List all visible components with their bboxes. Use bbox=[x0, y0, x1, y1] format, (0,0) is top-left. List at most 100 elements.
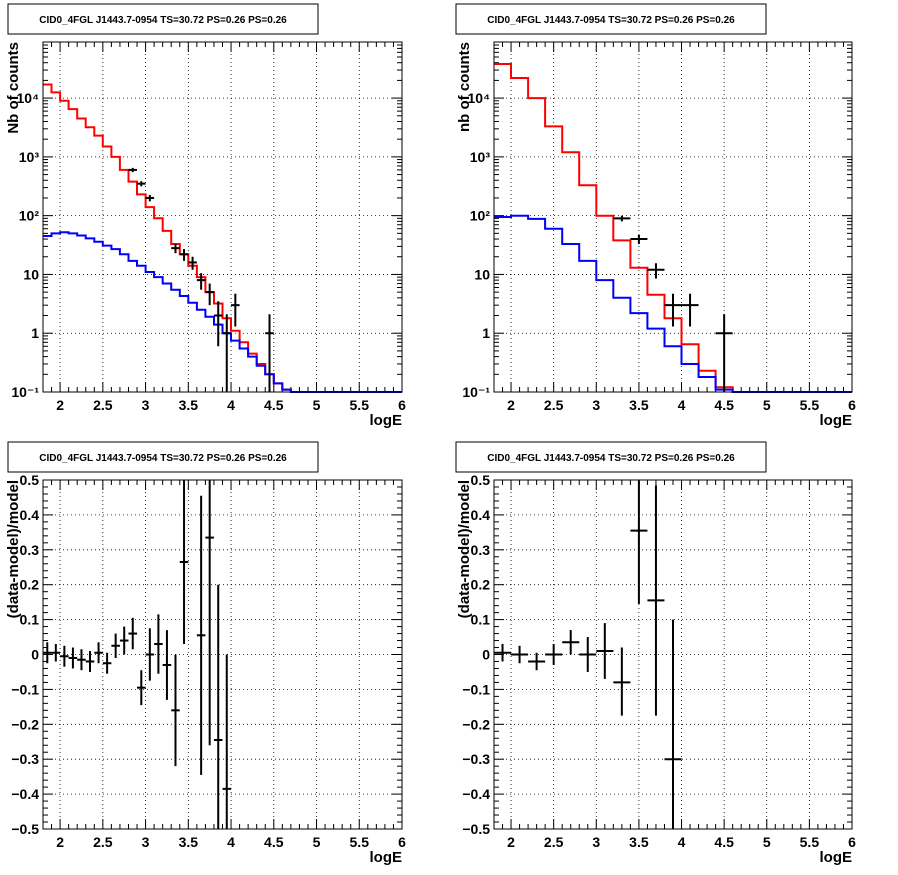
x-axis-label: logE bbox=[820, 849, 853, 866]
data-point bbox=[231, 293, 240, 327]
y-tick-label: 10⁻¹ bbox=[11, 384, 39, 400]
chart-title: CID0_4FGL J1443.7-0954 TS=30.72 PS=0.26 … bbox=[39, 15, 287, 26]
x-tick-label: 5 bbox=[763, 397, 771, 413]
x-tick-label: 4 bbox=[227, 397, 235, 413]
data-point bbox=[43, 642, 52, 664]
x-tick-label: 5.5 bbox=[800, 834, 820, 850]
series-total-model-red bbox=[43, 83, 402, 393]
y-tick-label: −0.1 bbox=[462, 681, 490, 697]
title-box: CID0_4FGL J1443.7-0954 TS=30.72 PS=0.26 … bbox=[7, 3, 319, 35]
data-point bbox=[94, 642, 103, 664]
grid bbox=[43, 42, 402, 392]
x-tick-label: 6 bbox=[398, 397, 406, 413]
y-tick-label: 0.4 bbox=[20, 507, 40, 523]
y-tick-label: 10 bbox=[474, 266, 490, 282]
data-point bbox=[222, 314, 232, 392]
data-point bbox=[647, 485, 665, 716]
panel-4: CID0_4FGL J1443.7-0954 TS=30.72 PS=0.26 … bbox=[455, 441, 856, 866]
x-tick-label: 4.5 bbox=[714, 397, 734, 413]
data-point bbox=[562, 630, 580, 655]
data-point bbox=[664, 293, 682, 327]
data-point bbox=[715, 314, 733, 392]
x-tick-label: 3 bbox=[592, 834, 600, 850]
x-tick-label: 3 bbox=[142, 397, 150, 413]
data-point bbox=[145, 194, 155, 202]
y-tick-label: 0 bbox=[31, 647, 39, 663]
data-point bbox=[528, 652, 546, 671]
tick-labels: 2 2.5 3 3.5 4 4.5 5 5.5 6 10⁻¹ 1 10 10² 10³ 10⁴ bbox=[462, 90, 856, 413]
data-point bbox=[154, 614, 163, 674]
data-point bbox=[205, 283, 214, 306]
data-point bbox=[111, 633, 120, 658]
y-tick-label: 10² bbox=[19, 208, 40, 224]
y-tick-label: 0 bbox=[482, 647, 490, 663]
data-point bbox=[647, 263, 665, 279]
grid bbox=[43, 480, 402, 829]
data-point bbox=[196, 273, 206, 290]
x-tick-label: 5.5 bbox=[350, 834, 370, 850]
x-tick-label: 6 bbox=[848, 397, 856, 413]
y-tick-label: 0.1 bbox=[471, 612, 491, 628]
data-point bbox=[265, 314, 274, 392]
x-tick-label: 5.5 bbox=[800, 397, 820, 413]
data-points bbox=[494, 480, 682, 829]
data-point bbox=[179, 249, 189, 261]
data-point bbox=[145, 628, 155, 681]
y-tick-label: 10⁻¹ bbox=[462, 384, 490, 400]
data-point bbox=[119, 626, 129, 655]
title-box: CID0_4FGL J1443.7-0954 TS=30.72 PS=0.26 … bbox=[455, 3, 767, 35]
x-axis-label: logE bbox=[370, 412, 403, 429]
data-point bbox=[664, 619, 682, 829]
y-tick-label: −0.5 bbox=[11, 821, 39, 837]
data-point bbox=[85, 651, 95, 672]
x-tick-label: 4 bbox=[678, 834, 686, 850]
x-tick-label: 3.5 bbox=[629, 397, 649, 413]
data-point bbox=[630, 234, 648, 244]
ticks bbox=[42, 41, 403, 393]
plot-frame bbox=[493, 479, 853, 830]
x-tick-label: 6 bbox=[398, 834, 406, 850]
y-tick-label: 10⁴ bbox=[468, 90, 491, 106]
y-tick-label: 0.3 bbox=[471, 542, 491, 558]
data-point bbox=[171, 654, 180, 767]
x-tick-label: 4 bbox=[227, 834, 235, 850]
y-tick-label: 10² bbox=[470, 208, 491, 224]
data-point bbox=[596, 623, 614, 679]
data-point bbox=[60, 645, 69, 667]
data-point bbox=[681, 293, 699, 327]
x-tick-label: 5 bbox=[763, 834, 771, 850]
data-point bbox=[188, 256, 197, 270]
ticks bbox=[493, 41, 853, 393]
data-point bbox=[630, 480, 648, 604]
data-point bbox=[205, 480, 214, 746]
x-tick-label: 2 bbox=[507, 834, 515, 850]
data-point bbox=[128, 167, 138, 173]
x-tick-label: 3.5 bbox=[179, 397, 199, 413]
x-axis-label: logE bbox=[370, 849, 403, 866]
x-tick-label: 4.5 bbox=[264, 397, 284, 413]
data-point bbox=[511, 645, 529, 664]
y-tick-label: 0.5 bbox=[20, 472, 40, 488]
data-point bbox=[162, 630, 172, 700]
data-point bbox=[222, 654, 232, 829]
x-tick-label: 2 bbox=[56, 834, 64, 850]
title-box-frame bbox=[7, 441, 319, 473]
plot-frame bbox=[42, 41, 403, 393]
data-point bbox=[77, 649, 86, 671]
data-point bbox=[137, 670, 146, 706]
x-tick-label: 4 bbox=[678, 397, 686, 413]
panel-1: CID0_4FGL J1443.7-0954 TS=30.72 PS=0.26 … bbox=[5, 3, 406, 429]
y-tick-label: 10³ bbox=[470, 149, 491, 165]
y-tick-label: −0.4 bbox=[11, 786, 39, 802]
tick-labels: 2 2.5 3 3.5 4 4.5 5 5.5 6 10⁻¹ 1 10 10² 10³ 10⁴ bbox=[11, 90, 406, 413]
y-tick-label: 0.4 bbox=[471, 507, 491, 523]
tick-labels: 2 2.5 3 3.5 4 4.5 5 5.5 6 −0.5 −0.4 −0.3 −0.2 −0.1 0 0.… bbox=[11, 472, 406, 850]
data-points bbox=[43, 480, 232, 829]
y-tick-label: −0.1 bbox=[11, 681, 39, 697]
y-tick-label: −0.3 bbox=[462, 751, 490, 767]
x-tick-label: 5 bbox=[313, 834, 321, 850]
data-point bbox=[196, 495, 206, 775]
y-tick-label: 1 bbox=[31, 325, 39, 341]
data-point bbox=[545, 644, 563, 665]
y-axis-label: (data-model)/model bbox=[5, 480, 22, 618]
